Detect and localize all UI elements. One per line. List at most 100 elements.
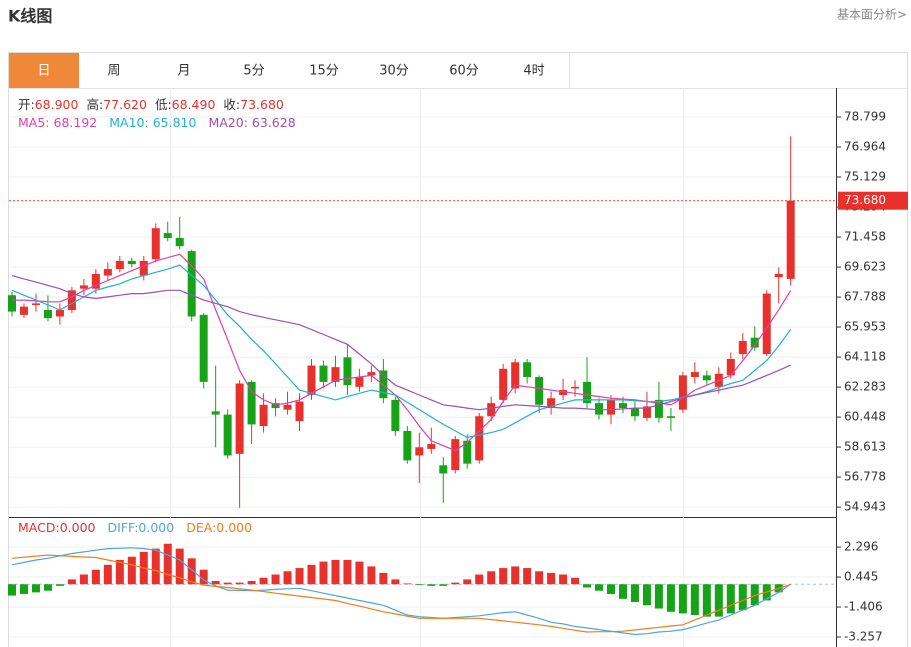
macd-bar [690, 584, 699, 616]
legend: MACD:0.000 DIFF:0.000 DEA:0.000 [18, 520, 252, 535]
info-value: 73.680 [240, 97, 284, 112]
legend-value: 0.000 [138, 520, 174, 535]
candle-body [115, 260, 124, 270]
legend-name: MA10: [109, 115, 148, 130]
candle-body [139, 260, 148, 276]
candle-body [571, 386, 580, 389]
candle-body [654, 399, 663, 418]
candle-body [523, 362, 532, 377]
macd-bar [283, 571, 292, 585]
tab[interactable] [149, 53, 219, 88]
candle-body [499, 368, 508, 400]
info-label: 高: [86, 97, 103, 112]
candle-body [487, 403, 496, 417]
candle-body [595, 403, 604, 415]
info-value: 68.900 [35, 97, 79, 112]
macd-bar [8, 584, 16, 596]
macd-bar [595, 584, 604, 591]
macd-bar [750, 584, 759, 606]
candle-body [343, 357, 352, 386]
macd-bar [607, 584, 615, 594]
candle-body [642, 406, 651, 418]
candle-body [738, 341, 747, 355]
macd-bar [583, 584, 592, 588]
macd-bar [535, 571, 544, 585]
macd-bar [475, 574, 484, 585]
tab[interactable] [79, 53, 149, 88]
candle-body [283, 404, 292, 410]
tab-label[interactable]: 4时 [523, 64, 544, 79]
candle-body [451, 439, 460, 471]
analysis-link[interactable]: 基本面分析> [837, 8, 907, 22]
candle-body [702, 375, 711, 381]
candle-body [235, 383, 244, 454]
macd-bar [678, 584, 687, 614]
y-tick-label: -3.257 [844, 630, 883, 644]
macd-bar [91, 569, 100, 585]
info-value: 68.490 [172, 97, 216, 112]
y-tick-label: 56.778 [844, 470, 886, 484]
candle-body [211, 411, 220, 415]
macd-bar [642, 584, 651, 606]
y-tick-label: 69.623 [844, 260, 886, 274]
candle-body [607, 399, 615, 415]
macd-bar [115, 559, 124, 585]
macd-bar [235, 582, 244, 585]
tab-label[interactable]: 月 [177, 64, 190, 79]
y-tick-label: 75.129 [844, 170, 886, 184]
legend-value: 0.000 [60, 520, 96, 535]
info-label: 收: [223, 97, 240, 112]
candle-body [127, 260, 136, 265]
macd-bar [79, 574, 88, 585]
tab-label[interactable]: 60分 [449, 64, 479, 79]
candle-body [331, 367, 340, 382]
candle-body [463, 440, 472, 464]
tab[interactable] [9, 53, 79, 88]
macd-bar [738, 584, 747, 611]
legend-name: DEA: [186, 520, 216, 535]
macd-bar [618, 584, 627, 599]
y-tick-label: 60.448 [844, 410, 886, 424]
ma-line [11, 275, 791, 411]
macd-bar [247, 581, 256, 585]
tab[interactable] [429, 53, 499, 88]
candle-body [630, 408, 639, 417]
tab[interactable] [499, 53, 569, 88]
candle-body [199, 314, 208, 382]
tab[interactable] [219, 53, 289, 88]
macd-bar [187, 558, 196, 585]
candle-body [427, 444, 436, 449]
legend-name: DIFF: [107, 520, 138, 535]
ohlc-info: 开:68.900 高:77.620 低:68.490 收:73.680 [18, 97, 284, 112]
tab-label[interactable]: 日 [37, 64, 50, 79]
macd-bar [547, 572, 556, 585]
tab-label[interactable]: 周 [107, 64, 120, 79]
chart-frame [8, 52, 908, 647]
legend-name: MA5: [18, 115, 50, 130]
info-label: 低: [155, 97, 172, 112]
last-price-label: 73.680 [844, 193, 886, 207]
tab-label[interactable]: 30分 [379, 64, 409, 79]
tab[interactable] [289, 53, 359, 88]
macd-bar [702, 584, 711, 617]
macd-bar [487, 571, 496, 585]
macd-bar [511, 566, 520, 585]
candle-body [750, 337, 759, 348]
macd-bar [654, 584, 663, 609]
y-tick-label: -1.406 [844, 600, 883, 614]
y-tick-label: 0.445 [844, 570, 878, 584]
candle-body [403, 430, 412, 461]
legend-value: 68.192 [54, 115, 98, 130]
ma-line [11, 264, 792, 439]
macd-bar [343, 559, 352, 585]
macd-bar [55, 584, 64, 586]
tab-label[interactable]: 5分 [243, 64, 264, 79]
tab-label[interactable]: 15分 [309, 64, 339, 79]
tab[interactable] [359, 53, 429, 88]
page-title: K线图 [8, 7, 52, 26]
candle-body [295, 401, 304, 422]
macd-bar [714, 584, 723, 617]
candle-body [319, 365, 328, 382]
candle-body [415, 447, 424, 456]
